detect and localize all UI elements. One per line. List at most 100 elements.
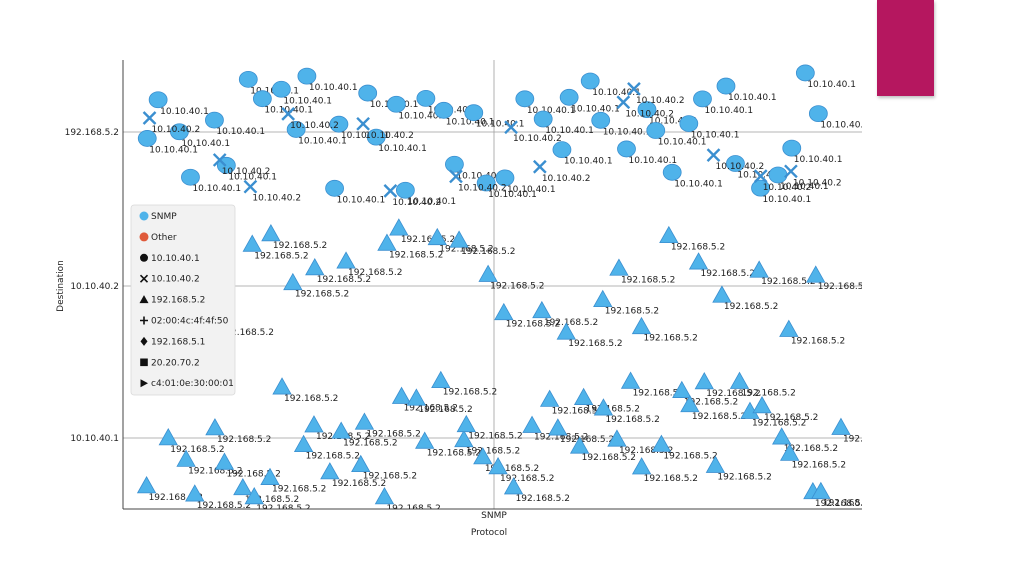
point-triangle: [811, 481, 831, 499]
point-triangle: [374, 487, 395, 505]
point-label: 192.168.5.2: [717, 472, 771, 482]
point-label: 10.10.40.1: [488, 190, 537, 200]
legend-item: 10.10.40.2: [139, 274, 200, 285]
point-triangle: [503, 477, 524, 495]
point-cross: [212, 153, 227, 167]
point-label: 192.168.5.2: [619, 446, 673, 456]
point-cross: [142, 111, 157, 125]
legend-label: SNMP: [151, 212, 177, 222]
point-triangle: [244, 486, 264, 505]
point-label: 10.10.40.1: [691, 131, 740, 141]
point-circle: [533, 110, 553, 128]
point-label: 192.168.5.2: [568, 339, 622, 349]
point-circle: [205, 111, 224, 129]
legend-box: [130, 204, 236, 396]
point-triangle: [659, 225, 679, 244]
point-label: 192.168.5.2: [500, 474, 554, 484]
x-tick-label: SNMP: [481, 511, 507, 521]
point-label: 10.10.40.1: [564, 157, 613, 167]
point-triangle: [488, 456, 508, 475]
point-label: 10.10.40.1: [728, 93, 777, 103]
point-cross-stroke-b: [532, 159, 547, 174]
point-label: 10.10.40.1: [264, 106, 313, 116]
point-cross-stroke-b: [616, 95, 631, 110]
point-triangle: [688, 252, 709, 270]
point-label: 10.10.40.2: [365, 131, 414, 141]
point-label: 192.168.5.2: [461, 247, 515, 257]
point-cross: [504, 120, 518, 135]
point-label: 192.168.5.2: [516, 494, 570, 504]
y-tick-label: 192.168.5.2: [65, 128, 119, 138]
point-label: 10.10.40.1: [658, 137, 707, 147]
point-label: 192.168.5.2: [761, 277, 815, 287]
point-label: 10.10.40.2: [716, 162, 765, 172]
point-triangle: [609, 258, 629, 276]
legend-swatch-snmp-icon: [139, 211, 149, 221]
point-label: 10.10.40.2: [542, 174, 591, 184]
point-cross-stroke-b: [449, 169, 463, 184]
point-label: 192.168.5.2: [273, 241, 327, 251]
point-label: 10.10.40.1: [763, 195, 812, 205]
point-label: 192.168.5.2: [586, 405, 640, 415]
play-shape-icon: [140, 379, 148, 388]
point-circle: [617, 140, 636, 158]
point-triangle: [136, 476, 157, 494]
point-circle: [476, 174, 496, 192]
point-circle: [495, 169, 515, 187]
point-triangle: [158, 428, 178, 446]
point-cross-stroke-b: [243, 179, 258, 194]
point-label: 192.168.5.2: [306, 452, 360, 462]
point-circle: [726, 155, 745, 172]
point-label: 192.168.5.2: [724, 302, 778, 312]
point-circle: [148, 91, 168, 109]
point-circle: [386, 95, 406, 113]
point-label: 192.168.5.2: [439, 245, 493, 255]
point-triangle: [185, 484, 205, 502]
point-triangle: [522, 415, 542, 433]
point-circle: [325, 179, 344, 197]
legend-label: 10.10.40.1: [151, 254, 200, 264]
point-triangle: [242, 234, 262, 252]
legend-item: SNMP: [139, 211, 177, 222]
point-triangle: [620, 371, 641, 389]
point-label: 10.10.40.1: [378, 144, 427, 154]
point-group-triangle: 192.168.5.2192.168.5.2192.168.5.2192.168…: [144, 218, 862, 349]
point-label: 192.168.5.2: [284, 394, 338, 404]
legend-item: 02:00:4c:4f:4f:50: [140, 316, 229, 327]
point-group-triangle: 192.168.5.2192.168.5.2192.168.5.2192.168…: [136, 370, 877, 509]
point-label: 10.10.40.1: [407, 197, 456, 207]
point-label: 10.10.40.1: [192, 184, 241, 194]
point-label: 192.168.5.2: [706, 389, 760, 399]
point-triangle: [431, 370, 451, 388]
point-circle: [395, 181, 415, 199]
legend-item: 10.10.40.1: [140, 253, 200, 264]
point-label: 192.168.5.2: [552, 406, 606, 416]
x-axis-title: Protocol: [471, 528, 507, 538]
data-points: 10.10.40.110.10.40.110.10.40.110.10.40.1…: [136, 64, 877, 509]
point-label: 192.168.5.2: [485, 464, 539, 474]
point-label: 192.168.5.2: [643, 334, 697, 344]
point-label: 10.10.40.1: [807, 80, 856, 90]
point-circle: [515, 90, 535, 108]
point-triangle: [831, 417, 851, 435]
point-triangle: [779, 319, 799, 337]
point-circle: [716, 77, 736, 95]
point-triangle: [283, 272, 303, 291]
point-triangle: [336, 251, 356, 269]
point-triangle: [539, 389, 560, 407]
point-cross: [356, 116, 370, 131]
point-label: 192.168.5.2: [684, 398, 738, 408]
point-triangle: [304, 415, 324, 433]
point-label: 10.10.40.1: [794, 155, 843, 165]
point-cross-stroke-b: [383, 184, 398, 198]
point-label: 10.10.40.2: [513, 134, 562, 144]
point-label: 192.168.5.2: [366, 429, 420, 439]
point-label: 192.168.5.2: [692, 412, 746, 422]
point-triangle: [320, 462, 340, 480]
legend-label: 10.10.40.2: [151, 275, 200, 285]
point-triangle: [293, 434, 314, 452]
point-label: 10.10.40.1: [592, 88, 641, 98]
point-label: 192.168.5.2: [823, 499, 877, 509]
point-label: 192.168.5.2: [582, 453, 636, 463]
point-label: 192.168.5.2: [466, 447, 520, 457]
